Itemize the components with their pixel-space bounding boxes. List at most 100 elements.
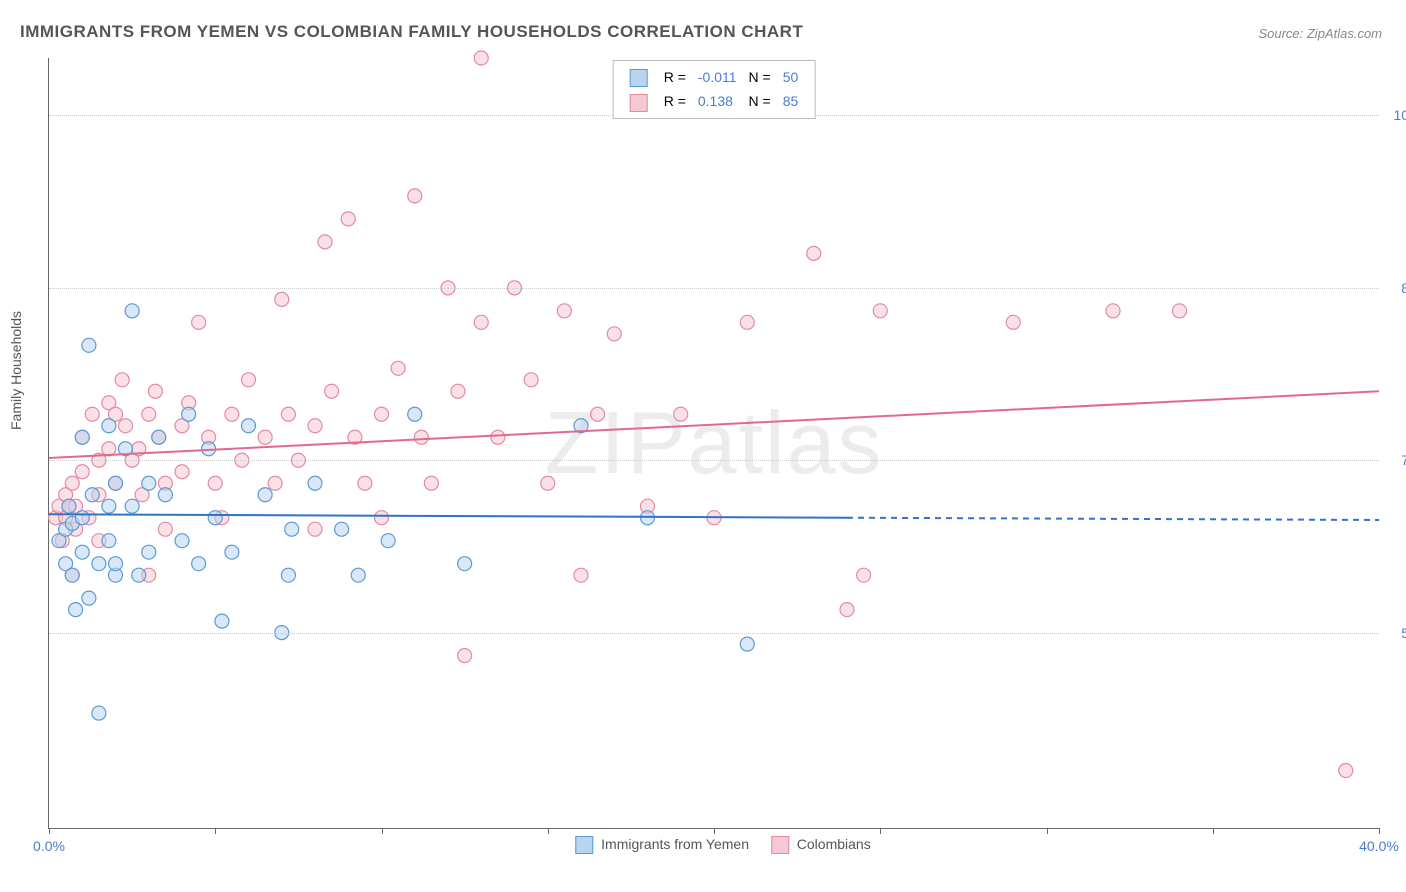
- x-tick-mark: [1213, 828, 1214, 834]
- y-axis-label: Family Households: [8, 311, 24, 430]
- data-point: [335, 522, 349, 536]
- series1-name: Immigrants from Yemen: [601, 836, 749, 852]
- x-tick-mark: [49, 828, 50, 834]
- data-point: [132, 568, 146, 582]
- data-point: [75, 465, 89, 479]
- n-label: N =: [743, 65, 777, 89]
- trend-line: [847, 518, 1379, 520]
- r-label: R =: [658, 89, 692, 113]
- data-point: [557, 304, 571, 318]
- data-point: [62, 499, 76, 513]
- data-point: [375, 511, 389, 525]
- data-point: [258, 430, 272, 444]
- data-point: [325, 384, 339, 398]
- data-point: [92, 706, 106, 720]
- data-point: [142, 545, 156, 559]
- series-legend: Immigrants from Yemen Colombians: [557, 836, 870, 854]
- chart-title: IMMIGRANTS FROM YEMEN VS COLOMBIAN FAMIL…: [20, 22, 803, 42]
- data-point: [175, 465, 189, 479]
- data-point: [125, 499, 139, 513]
- gridline: [49, 633, 1379, 634]
- swatch-series2: [771, 836, 789, 854]
- data-point: [148, 384, 162, 398]
- data-point: [102, 534, 116, 548]
- data-point: [541, 476, 555, 490]
- x-tick-mark: [215, 828, 216, 834]
- data-point: [182, 407, 196, 421]
- n-value: 85: [777, 89, 805, 113]
- data-point: [109, 476, 123, 490]
- data-point: [674, 407, 688, 421]
- data-point: [341, 212, 355, 226]
- data-point: [192, 315, 206, 329]
- data-point: [268, 476, 282, 490]
- r-label: R =: [658, 65, 692, 89]
- data-point: [158, 488, 172, 502]
- r-value: -0.011: [692, 65, 743, 89]
- data-point: [840, 603, 854, 617]
- y-tick-label: 100.0%: [1394, 107, 1406, 123]
- data-point: [85, 488, 99, 502]
- data-point: [142, 407, 156, 421]
- data-point: [92, 557, 106, 571]
- data-point: [358, 476, 372, 490]
- data-point: [524, 373, 538, 387]
- data-point: [1173, 304, 1187, 318]
- gridline: [49, 288, 1379, 289]
- data-point: [408, 189, 422, 203]
- data-point: [82, 338, 96, 352]
- data-point: [281, 568, 295, 582]
- data-point: [1006, 315, 1020, 329]
- data-point: [308, 476, 322, 490]
- data-point: [574, 568, 588, 582]
- swatch-series1: [575, 836, 593, 854]
- data-point: [142, 476, 156, 490]
- data-point: [740, 315, 754, 329]
- data-point: [118, 419, 132, 433]
- legend-row-series1: R = -0.011 N = 50: [624, 65, 805, 89]
- data-point: [69, 603, 83, 617]
- data-point: [807, 246, 821, 260]
- data-point: [414, 430, 428, 444]
- x-tick-mark: [548, 828, 549, 834]
- gridline: [49, 460, 1379, 461]
- x-tick-label: 40.0%: [1359, 838, 1399, 854]
- data-point: [458, 649, 472, 663]
- data-point: [391, 361, 405, 375]
- data-point: [192, 557, 206, 571]
- data-point: [242, 373, 256, 387]
- data-point: [275, 292, 289, 306]
- x-tick-mark: [1047, 828, 1048, 834]
- data-point: [65, 476, 79, 490]
- x-tick-mark: [382, 828, 383, 834]
- data-point: [1339, 764, 1353, 778]
- legend-row-series2: R = 0.138 N = 85: [624, 89, 805, 113]
- data-point: [474, 51, 488, 65]
- n-label: N =: [743, 89, 777, 113]
- data-point: [491, 430, 505, 444]
- trend-line: [49, 514, 847, 517]
- data-point: [175, 534, 189, 548]
- data-point: [85, 407, 99, 421]
- data-point: [102, 499, 116, 513]
- data-point: [873, 304, 887, 318]
- data-point: [258, 488, 272, 502]
- swatch-series2: [630, 94, 648, 112]
- data-point: [109, 557, 123, 571]
- data-point: [308, 419, 322, 433]
- data-point: [75, 430, 89, 444]
- x-tick-label: 0.0%: [33, 838, 65, 854]
- correlation-legend: R = -0.011 N = 50 R = 0.138 N = 85: [613, 60, 816, 119]
- data-point: [591, 407, 605, 421]
- series2-name: Colombians: [797, 836, 871, 852]
- plot-area: ZIPatlas R = -0.011 N = 50 R = 0.138 N =…: [48, 58, 1379, 829]
- data-point: [158, 522, 172, 536]
- data-point: [225, 545, 239, 559]
- x-tick-mark: [1379, 828, 1380, 834]
- data-point: [102, 442, 116, 456]
- n-value: 50: [777, 65, 805, 89]
- data-point: [208, 476, 222, 490]
- y-tick-label: 85.0%: [1401, 280, 1406, 296]
- y-tick-label: 55.0%: [1401, 625, 1406, 641]
- r-value: 0.138: [692, 89, 743, 113]
